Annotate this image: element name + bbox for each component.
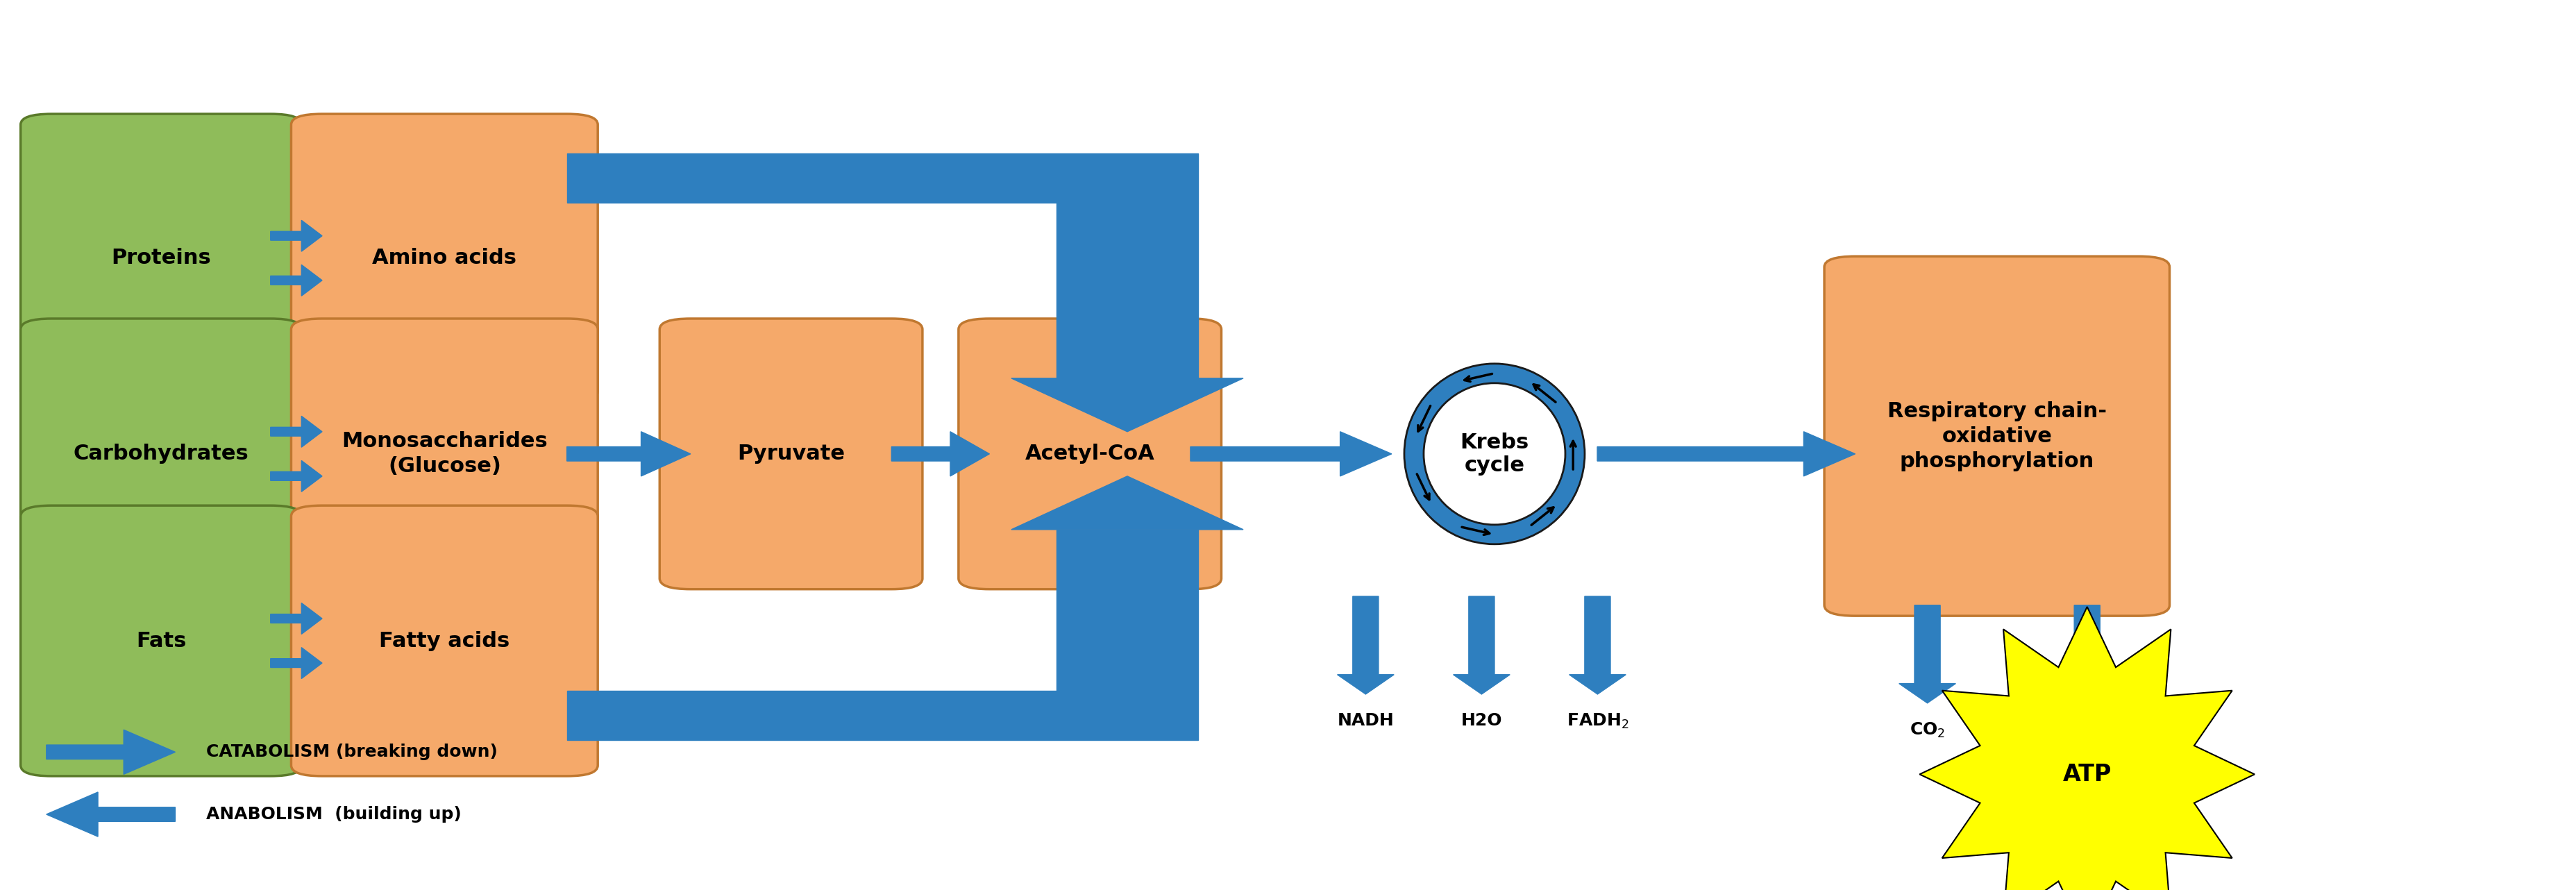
Polygon shape xyxy=(270,265,322,295)
Polygon shape xyxy=(270,648,322,678)
FancyBboxPatch shape xyxy=(21,114,301,402)
FancyBboxPatch shape xyxy=(21,506,301,776)
Polygon shape xyxy=(1899,605,1955,703)
Polygon shape xyxy=(270,417,322,447)
Text: CATABOLISM (breaking down): CATABOLISM (breaking down) xyxy=(206,744,497,760)
Ellipse shape xyxy=(1404,364,1584,544)
Text: Respiratory chain-
oxidative
phosphorylation: Respiratory chain- oxidative phosphoryla… xyxy=(1886,401,2107,471)
Ellipse shape xyxy=(1425,383,1564,525)
Polygon shape xyxy=(1337,596,1394,694)
Polygon shape xyxy=(567,691,1198,740)
Polygon shape xyxy=(1919,607,2254,890)
Text: ATP: ATP xyxy=(2063,763,2110,786)
FancyBboxPatch shape xyxy=(291,114,598,402)
Polygon shape xyxy=(1056,530,1198,691)
Polygon shape xyxy=(1190,432,1391,476)
Text: Pyruvate: Pyruvate xyxy=(737,444,845,464)
Polygon shape xyxy=(46,730,175,774)
Polygon shape xyxy=(1056,202,1198,378)
Text: Amino acids: Amino acids xyxy=(371,248,518,268)
Text: NADH: NADH xyxy=(1337,712,1394,729)
Text: Acetyl-CoA: Acetyl-CoA xyxy=(1025,444,1154,464)
Polygon shape xyxy=(1453,596,1510,694)
Text: Fatty acids: Fatty acids xyxy=(379,631,510,651)
Text: Monosaccharides
(Glucose): Monosaccharides (Glucose) xyxy=(343,432,546,476)
Text: FADH$_2$: FADH$_2$ xyxy=(1566,712,1628,730)
Polygon shape xyxy=(2058,605,2115,703)
Text: Carbohydrates: Carbohydrates xyxy=(72,444,250,464)
FancyBboxPatch shape xyxy=(1824,256,2169,616)
Polygon shape xyxy=(1010,378,1244,432)
Text: Proteins: Proteins xyxy=(111,248,211,268)
Text: H2O: H2O xyxy=(1461,712,1502,729)
Polygon shape xyxy=(1597,432,1855,476)
FancyBboxPatch shape xyxy=(21,319,301,589)
FancyBboxPatch shape xyxy=(659,319,922,589)
Text: ANABOLISM  (building up): ANABOLISM (building up) xyxy=(206,806,461,822)
Text: Krebs
cycle: Krebs cycle xyxy=(1461,433,1528,475)
FancyBboxPatch shape xyxy=(958,319,1221,589)
Polygon shape xyxy=(270,461,322,491)
Polygon shape xyxy=(270,220,322,251)
FancyBboxPatch shape xyxy=(291,319,598,589)
Polygon shape xyxy=(1569,596,1625,694)
Polygon shape xyxy=(567,153,1198,202)
Text: Fats: Fats xyxy=(137,631,185,651)
Polygon shape xyxy=(567,432,690,476)
Text: CO$_2$: CO$_2$ xyxy=(1909,721,1945,739)
Polygon shape xyxy=(46,792,175,837)
Polygon shape xyxy=(1010,476,1244,530)
Polygon shape xyxy=(891,432,989,476)
Polygon shape xyxy=(270,603,322,634)
FancyBboxPatch shape xyxy=(291,506,598,776)
